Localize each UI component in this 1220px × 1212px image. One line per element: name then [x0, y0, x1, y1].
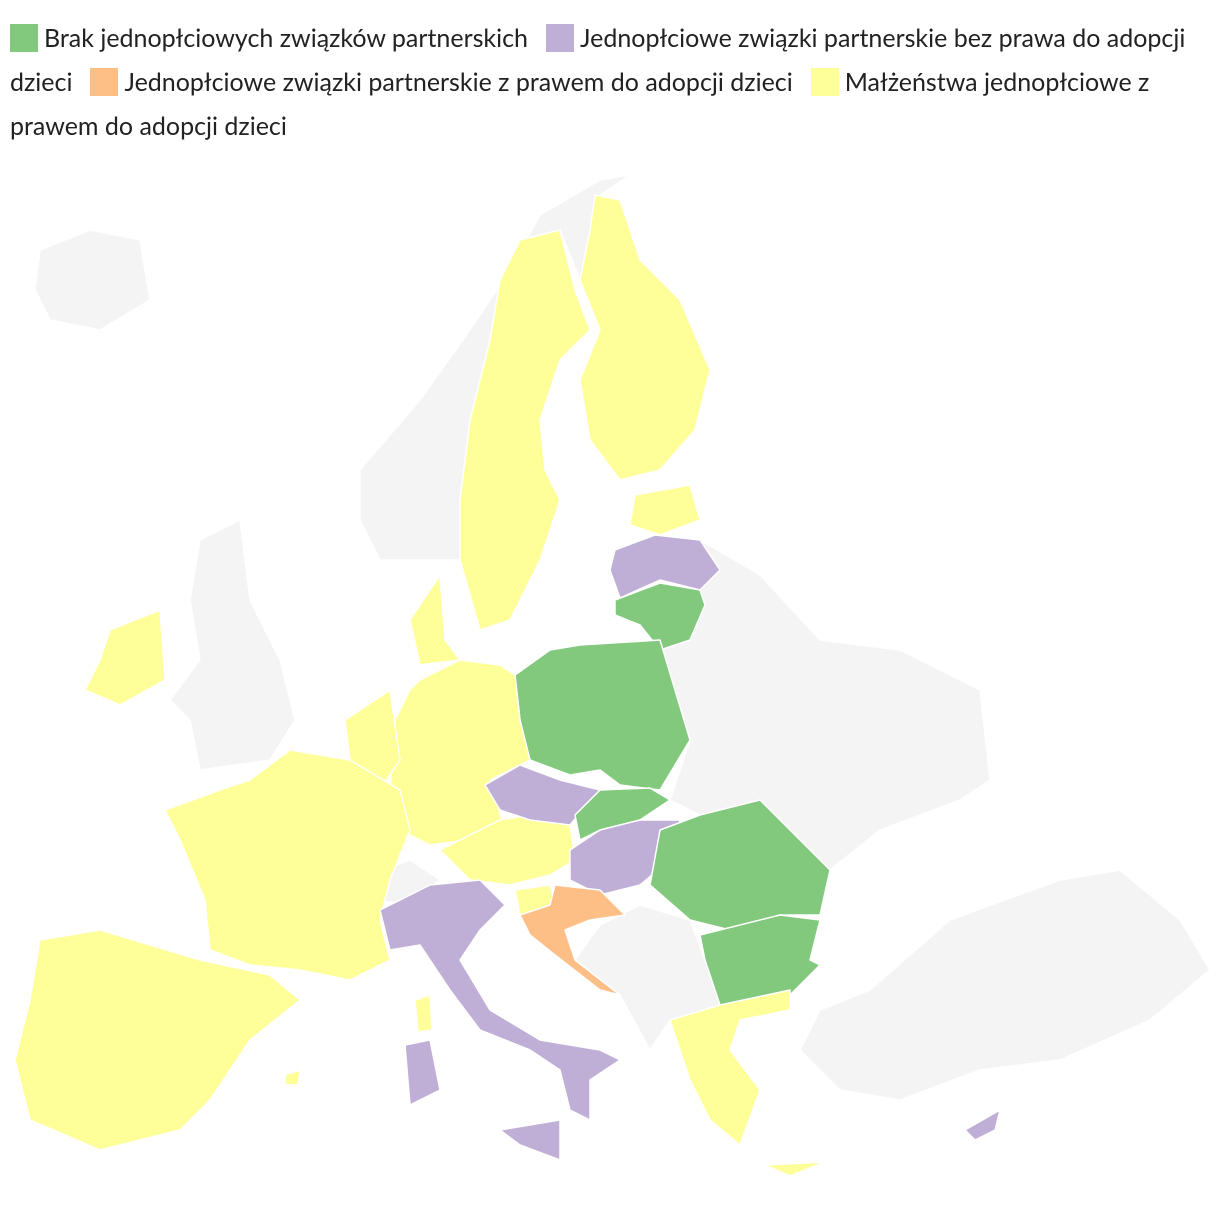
country [669, 989, 791, 1146]
land [169, 519, 296, 771]
legend-swatch [10, 24, 38, 52]
legend-label: Jednopłciowe związki partnerskie bez pra… [10, 23, 1186, 97]
country [84, 609, 166, 706]
country [284, 1069, 301, 1086]
country [389, 659, 531, 846]
country [164, 749, 411, 981]
country [14, 929, 301, 1151]
country [579, 194, 711, 481]
legend-item: Małżeństwa jednopłciowe z prawem do adop… [10, 67, 1149, 141]
country [699, 914, 821, 1006]
country [629, 484, 701, 536]
legend-item: Jednopłciowe związki partnerskie z prawe… [90, 67, 793, 97]
country [414, 994, 433, 1033]
legend-swatch [546, 24, 575, 52]
country [574, 787, 671, 841]
legend-item: Brak jednopłciowych związków partnerskic… [10, 23, 528, 53]
legend-label: Jednopłciowe związki partnerskie z prawe… [124, 67, 793, 97]
legend-item: Jednopłciowe związki partnerskie bez pra… [10, 23, 1185, 97]
country [764, 1161, 826, 1177]
country [404, 1039, 441, 1106]
country [614, 582, 706, 651]
country [964, 1109, 1001, 1141]
legend: Brak jednopłciowych związków partnerskic… [10, 16, 1210, 148]
legend-swatch [90, 68, 119, 96]
country [409, 574, 461, 666]
country [514, 639, 691, 791]
country [499, 1119, 561, 1161]
legend-label: Małżeństwa jednopłciowe z prawem do adop… [10, 67, 1150, 141]
country [379, 879, 621, 1121]
country [519, 884, 626, 996]
countries [14, 194, 1001, 1177]
land [34, 229, 151, 331]
land [799, 869, 1211, 1101]
legend-label: Brak jednopłciowych związków partnerskic… [44, 23, 529, 53]
country [649, 799, 831, 931]
legend-swatch [810, 68, 839, 96]
country [459, 229, 591, 631]
